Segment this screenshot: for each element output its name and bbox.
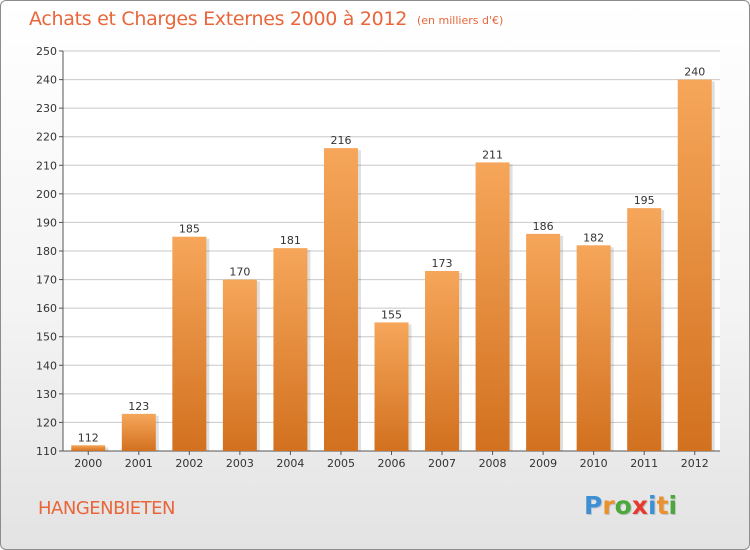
x-tick-label: 2011 [630,457,658,470]
bar [374,322,409,451]
y-tick-label: 230 [36,102,57,115]
x-tick-label: 2010 [580,457,608,470]
bar-value-label: 155 [381,308,402,321]
bar [526,233,561,451]
y-tick-label: 170 [36,274,57,287]
x-tick-label: 2000 [74,457,102,470]
logo-letter: t [656,491,669,520]
bar-value-label: 182 [583,231,604,244]
labels: 112 2000 123 2001 185 2002 170 2003 181 2004 216 20… [74,66,708,470]
bar-value-label: 170 [229,266,250,279]
logo-letter: P [584,491,603,520]
y-tick-label: 140 [36,359,57,372]
logo-letter: o [614,491,632,520]
y-tick-label: 190 [36,216,57,229]
bar-value-label: 112 [78,431,99,444]
y-tick-label: 240 [36,74,57,87]
x-tick-label: 2006 [378,457,406,470]
bar [121,413,156,451]
logo-letter: i [668,491,678,520]
bar-value-label: 240 [684,66,705,79]
bar [475,162,510,451]
logo-letter: x [631,491,648,520]
y-tick-label: 120 [36,416,57,429]
y-tick-label: 130 [36,388,57,401]
chart-unit: (en milliers d'€) [417,14,504,27]
bar-value-label: 195 [634,194,655,207]
x-tick-label: 2008 [479,457,507,470]
bar [71,445,106,451]
bar [222,279,257,451]
x-tick-label: 2009 [529,457,557,470]
bar-value-label: 181 [280,234,301,247]
bar [323,148,358,451]
y-tick-label: 220 [36,131,57,144]
bar [273,248,308,451]
bar-value-label: 216 [330,134,351,147]
x-tick-label: 2001 [125,457,153,470]
proxiti-logo: Proxiti [584,491,677,520]
y-tick-label: 200 [36,188,57,201]
y-tick-label: 110 [36,445,57,458]
y-tick-label: 250 [36,45,57,58]
bar [172,236,207,451]
bar-value-label: 211 [482,148,503,161]
x-tick-label: 2002 [175,457,203,470]
x-tick-label: 2003 [226,457,254,470]
bar-value-label: 173 [432,257,453,270]
x-tick-label: 2007 [428,457,456,470]
bar [677,79,712,452]
bar-value-label: 185 [179,223,200,236]
y-tick-label: 180 [36,245,57,258]
bar [425,271,460,451]
logo-letter: i [648,491,657,520]
y-tick-label: 160 [36,302,57,315]
x-tick-label: 2005 [327,457,355,470]
x-tick-label: 2012 [681,457,709,470]
chart-title: Achats et Charges Externes 2000 à 2012 [29,8,408,30]
bar-value-label: 186 [533,220,554,233]
commune-name: HANGENBIETEN [38,498,175,519]
y-tick-label: 150 [36,331,57,344]
bar [627,208,662,451]
logo-letter: r [602,491,615,520]
y-tick-label: 210 [36,159,57,172]
bar [576,245,611,451]
x-tick-label: 2004 [276,457,304,470]
bars [71,79,715,452]
bar-value-label: 123 [128,400,149,413]
